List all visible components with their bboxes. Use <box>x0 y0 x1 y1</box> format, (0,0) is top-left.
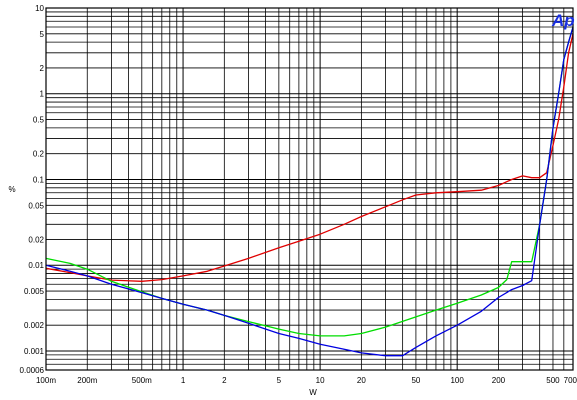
y-tick-label: 10 <box>35 4 44 13</box>
x-tick-label: 2 <box>222 376 227 385</box>
y-axis-title: % <box>8 185 15 194</box>
y-tick-label: 0.05 <box>28 201 44 210</box>
x-tick-label: 200m <box>77 376 97 385</box>
plot-frame <box>45 7 574 371</box>
x-axis-title: W <box>309 388 317 397</box>
y-tick-label: 0.01 <box>28 261 44 270</box>
x-tick-label: 20 <box>357 376 366 385</box>
x-tick-label: 50 <box>411 376 420 385</box>
x-tick-label: 100 <box>450 376 464 385</box>
y-tick-label: 0.02 <box>28 235 44 244</box>
plot-background <box>46 8 573 370</box>
x-tick-label: 200 <box>492 376 506 385</box>
grid <box>46 8 573 371</box>
series-line-3 <box>45 26 574 357</box>
y-tick-label: 0.1 <box>33 175 45 184</box>
x-tick-label: 100m <box>36 376 56 385</box>
series-line-1 <box>45 33 574 282</box>
x-tick-label: 1 <box>181 376 186 385</box>
y-tick-label: 0.005 <box>24 287 45 296</box>
y-tick-label: 5 <box>40 30 45 39</box>
y-tick-label: 0.002 <box>24 321 45 330</box>
y-tick-label: 0.2 <box>33 150 45 159</box>
x-tick-label: 10 <box>316 376 325 385</box>
y-tick-label: 1 <box>40 90 45 99</box>
y-tick-label: 2 <box>40 64 45 73</box>
x-tick-labels: 100m 200m 500m 1 2 5 10 20 50 100 200 500 700 <box>36 376 577 385</box>
y-tick-label: 0.5 <box>33 116 45 125</box>
ap-logo: Ap <box>551 11 575 30</box>
y-tick-label: 0.001 <box>24 347 45 356</box>
x-tick-label: 5 <box>277 376 282 385</box>
y-tick-label: 0.0006 <box>20 366 45 375</box>
y-tick-labels: 10 5 2 1 0.5 0.2 0.1 0.05 0.02 0.01 0.005 0.002 0.00… <box>20 4 45 375</box>
x-tick-label: 500 <box>546 376 560 385</box>
x-tick-label: 500m <box>132 376 152 385</box>
series-layer <box>45 26 574 357</box>
x-tick-label: 700 <box>564 376 577 385</box>
